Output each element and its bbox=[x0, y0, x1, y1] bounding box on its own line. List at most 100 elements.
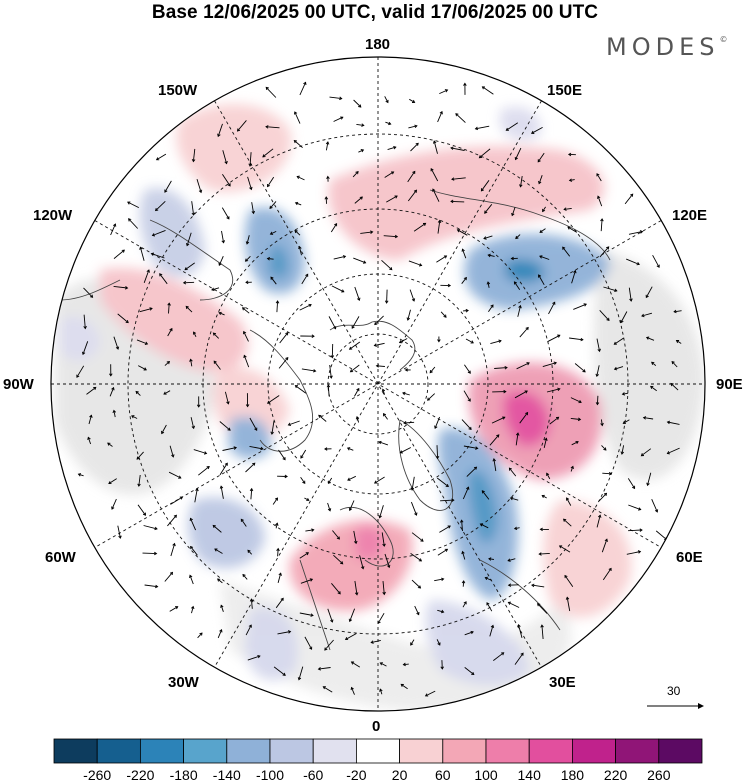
wind-arrow-head bbox=[203, 451, 208, 455]
wind-arrow-head bbox=[447, 525, 451, 529]
wind-arrow bbox=[520, 176, 523, 187]
negative-anomaly-bering bbox=[500, 106, 541, 141]
wind-arrow bbox=[305, 529, 314, 532]
positive-anomaly-canada bbox=[100, 268, 248, 372]
wind-arrow-head bbox=[467, 370, 471, 374]
wind-arrow-head bbox=[306, 497, 310, 502]
wind-arrow-head bbox=[318, 414, 322, 418]
wind-arrow bbox=[410, 501, 417, 516]
wind-arrow bbox=[350, 364, 360, 373]
wind-arrow-head bbox=[233, 446, 238, 450]
wind-arrow bbox=[518, 624, 523, 639]
wind-arrow-head bbox=[305, 273, 309, 277]
wind-arrow-head bbox=[125, 319, 129, 324]
wind-arrow-head bbox=[437, 642, 441, 646]
wind-arrow bbox=[360, 231, 373, 234]
wind-arrow-head bbox=[444, 548, 449, 552]
wind-arrow bbox=[439, 525, 451, 533]
wind-arrow-head bbox=[496, 434, 500, 438]
wind-arrow bbox=[434, 578, 444, 582]
wind-arrow-head bbox=[656, 264, 660, 268]
wind-arrow-head bbox=[378, 440, 382, 445]
wind-arrow-head bbox=[112, 409, 117, 414]
wind-arrow-head bbox=[249, 186, 253, 191]
wind-arrow bbox=[430, 168, 439, 182]
wind-arrow-head bbox=[270, 431, 274, 435]
wind-arrow-head bbox=[578, 399, 582, 404]
wind-arrow bbox=[144, 584, 158, 588]
wind-arrow-head bbox=[242, 330, 247, 335]
wind-arrow-head bbox=[567, 226, 571, 230]
wind-arrow bbox=[247, 549, 253, 555]
wind-arrow bbox=[217, 578, 223, 584]
wind-arrow-head bbox=[538, 180, 542, 185]
wind-arrow bbox=[214, 548, 223, 554]
wind-arrow-head bbox=[382, 543, 386, 547]
wind-arrow-head bbox=[597, 348, 601, 353]
wind-arrow-head bbox=[562, 518, 567, 522]
wind-arrow bbox=[325, 141, 329, 151]
wind-arrow-head bbox=[161, 430, 165, 435]
wind-arrow bbox=[327, 502, 331, 511]
wind-arrow-head bbox=[481, 490, 485, 494]
wind-arrow-head bbox=[384, 300, 389, 304]
wind-arrow-head bbox=[487, 253, 491, 258]
wind-arrow bbox=[596, 395, 599, 405]
wind-arrow bbox=[548, 301, 556, 315]
wind-arrow bbox=[437, 609, 444, 613]
wind-arrow-head bbox=[406, 317, 411, 321]
wind-arrow-head bbox=[505, 127, 509, 131]
wind-arrow bbox=[626, 258, 640, 265]
wind-arrow-head bbox=[159, 273, 163, 277]
wind-arrow bbox=[437, 220, 441, 234]
wind-arrow bbox=[450, 147, 465, 151]
wind-arrow bbox=[541, 495, 547, 499]
wind-arrow bbox=[483, 235, 493, 240]
wind-arrow bbox=[297, 176, 305, 181]
wind-arrow-head bbox=[224, 160, 228, 165]
wind-arrow bbox=[570, 466, 574, 472]
wind-arrow bbox=[488, 254, 495, 257]
wind-arrow bbox=[543, 438, 547, 449]
wind-arrow bbox=[410, 639, 415, 646]
colorbar-swatch bbox=[139, 738, 184, 764]
wind-arrow-head bbox=[262, 154, 266, 158]
wind-arrow bbox=[542, 362, 557, 368]
wind-arrow bbox=[167, 515, 177, 527]
wind-arrow-head bbox=[538, 274, 542, 278]
wind-arrow-head bbox=[191, 425, 196, 430]
wind-arrow-head bbox=[629, 298, 633, 302]
positive-anomaly-europe-core bbox=[355, 525, 385, 561]
colorbar-tick-label: 260 bbox=[647, 767, 671, 783]
wind-arrow bbox=[190, 546, 198, 556]
wind-arrow bbox=[277, 631, 291, 635]
wind-arrow bbox=[211, 287, 220, 291]
colorbar-tick-label: -220 bbox=[126, 767, 155, 783]
wind-arrow-head bbox=[93, 386, 97, 391]
wind-arrow-head bbox=[199, 632, 203, 636]
wind-arrow-head bbox=[606, 317, 610, 322]
colorbar-swatch bbox=[442, 738, 487, 764]
wind-arrow bbox=[436, 477, 449, 487]
wind-arrow bbox=[381, 532, 385, 547]
wind-arrow-head bbox=[275, 300, 280, 304]
wind-arrow-head bbox=[241, 307, 246, 311]
wind-arrow-head bbox=[620, 451, 625, 455]
wind-arrow bbox=[385, 121, 391, 125]
wind-arrow-head bbox=[227, 183, 231, 187]
wind-arrow-head bbox=[118, 535, 122, 539]
wind-arrow-head bbox=[524, 390, 528, 394]
wind-arrow bbox=[464, 631, 474, 636]
wind-arrow bbox=[371, 639, 381, 644]
wind-arrow-head bbox=[293, 139, 297, 144]
wind-arrow-head bbox=[637, 507, 642, 511]
wind-arrow bbox=[399, 338, 408, 343]
colorbar bbox=[53, 738, 703, 764]
wind-arrow-head bbox=[87, 436, 91, 441]
wind-arrow-head bbox=[111, 386, 115, 391]
wind-arrow bbox=[596, 173, 602, 182]
wind-arrow-head bbox=[410, 487, 415, 491]
wind-arrow-head bbox=[127, 201, 131, 205]
wind-arrow-head bbox=[518, 304, 522, 309]
wind-arrow bbox=[427, 393, 436, 401]
